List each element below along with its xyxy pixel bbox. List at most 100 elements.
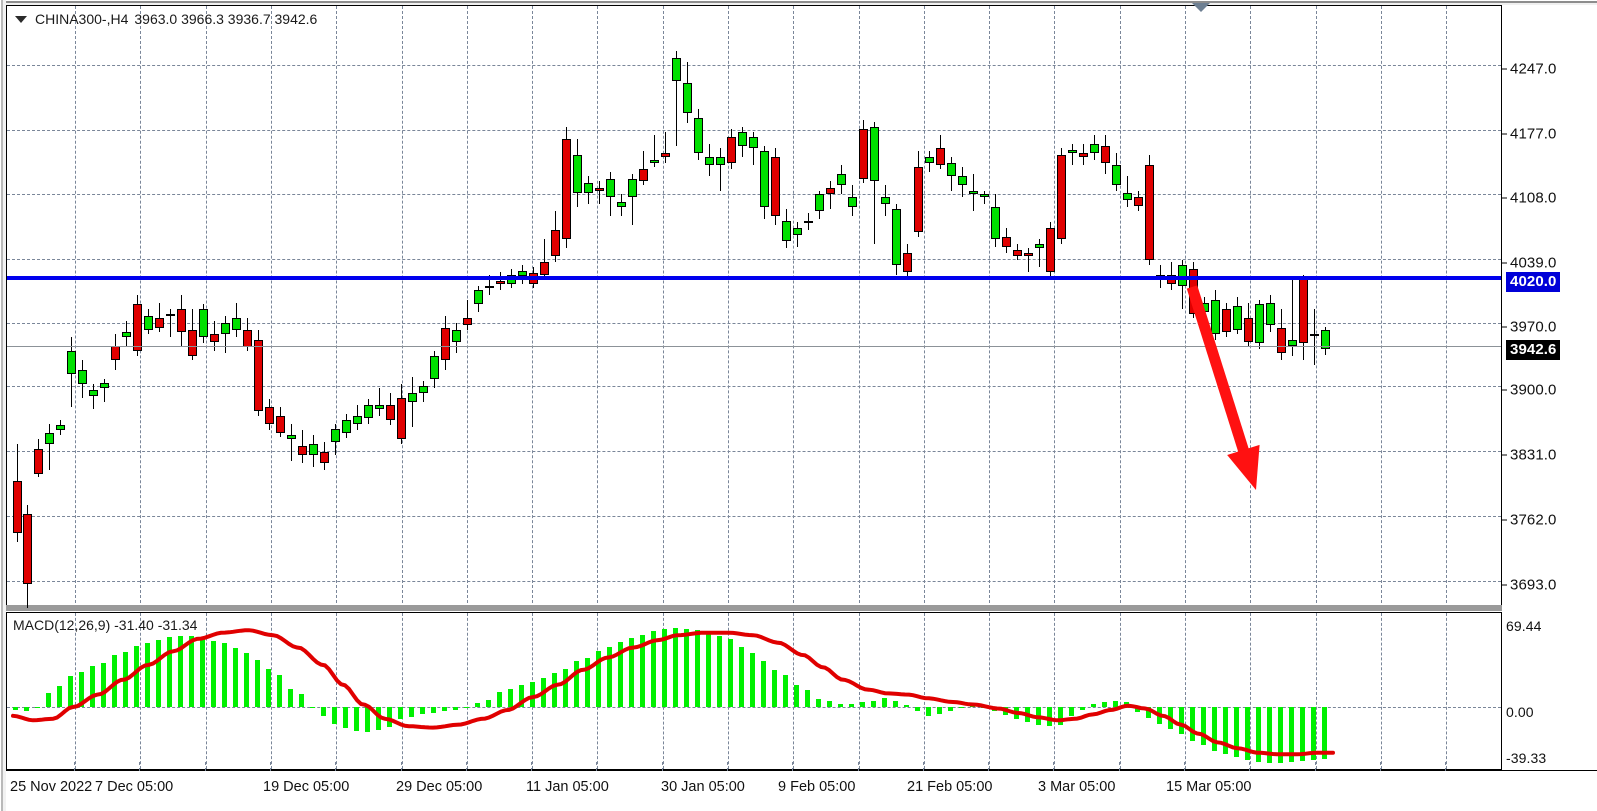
candle-body[interactable] <box>903 253 912 272</box>
candle-body[interactable] <box>727 136 736 163</box>
candle-body[interactable] <box>309 444 318 456</box>
candle-body[interactable] <box>782 220 791 242</box>
candle-body[interactable] <box>1200 302 1209 312</box>
candle-body[interactable] <box>1123 192 1132 201</box>
candle-body[interactable] <box>1233 306 1242 331</box>
chart-object-marker-icon[interactable] <box>1192 3 1210 12</box>
candle-body[interactable] <box>694 118 703 154</box>
candle-body[interactable] <box>463 318 472 325</box>
candle-body[interactable] <box>837 173 846 186</box>
candle-body[interactable] <box>199 309 208 337</box>
candle-body[interactable] <box>408 392 417 403</box>
candle-body[interactable] <box>1266 302 1275 325</box>
candle-body[interactable] <box>672 57 681 81</box>
candle-body[interactable] <box>639 169 648 182</box>
price-chart-pane[interactable]: CHINA300-,H4 3963.0 3966.3 3936.7 3942.6 <box>6 5 1502 609</box>
candle-body[interactable] <box>1299 278 1308 344</box>
current-price-tag[interactable]: 3942.6 <box>1506 340 1561 360</box>
candle-body[interactable] <box>925 157 934 163</box>
candle-body[interactable] <box>177 309 186 333</box>
candle-body[interactable] <box>353 416 362 424</box>
candle-body[interactable] <box>914 166 923 232</box>
time-axis[interactable]: 25 Nov 2022 7 Dec 05:00 19 Dec 05:00 29 Dec… <box>6 762 1597 802</box>
candle-body[interactable] <box>1288 339 1297 347</box>
candle-body[interactable] <box>573 155 582 193</box>
candle-body[interactable] <box>221 323 230 335</box>
candle-body[interactable] <box>1211 299 1220 335</box>
candle-body[interactable] <box>320 451 329 463</box>
candle-body[interactable] <box>892 209 901 266</box>
candle-body[interactable] <box>155 318 164 328</box>
candle-body[interactable] <box>1068 149 1077 154</box>
candle-body[interactable] <box>331 429 340 443</box>
candle-body[interactable] <box>716 157 725 165</box>
candle-body[interactable] <box>122 332 131 337</box>
candle-body[interactable] <box>386 404 395 420</box>
candle-body[interactable] <box>45 432 54 445</box>
candle-body[interactable] <box>540 262 549 275</box>
candle-body[interactable] <box>254 339 263 412</box>
candle-body[interactable] <box>474 290 483 305</box>
candle-body[interactable] <box>375 404 384 409</box>
candle-body[interactable] <box>144 315 153 331</box>
candle-body[interactable] <box>441 327 450 361</box>
candle-body[interactable] <box>562 138 571 240</box>
level-price-tag[interactable]: 4020.0 <box>1506 272 1561 292</box>
candle-body[interactable] <box>1013 250 1022 256</box>
candle-body[interactable] <box>650 160 659 163</box>
candle-body[interactable] <box>617 201 626 207</box>
candle-body[interactable] <box>1035 243 1044 249</box>
candle-body[interactable] <box>1255 304 1264 344</box>
candle-body[interactable] <box>1134 197 1143 206</box>
candle-body[interactable] <box>1101 146 1110 163</box>
candle-body[interactable] <box>265 406 274 424</box>
candle-body[interactable] <box>243 330 252 348</box>
pane-divider[interactable] <box>6 605 1502 611</box>
candle-body[interactable] <box>683 82 692 114</box>
candle-body[interactable] <box>661 153 670 158</box>
candle-body[interactable] <box>815 194 824 212</box>
candle-body[interactable] <box>56 425 65 431</box>
candle-body[interactable] <box>859 129 868 179</box>
candle-body[interactable] <box>34 448 43 474</box>
candle-body[interactable] <box>1277 327 1286 353</box>
candle-body[interactable] <box>78 369 87 384</box>
candle-body[interactable] <box>430 355 439 379</box>
candle-body[interactable] <box>1244 318 1253 342</box>
candle-body[interactable] <box>1321 329 1330 350</box>
candle-body[interactable] <box>287 434 296 440</box>
candle-body[interactable] <box>485 285 494 288</box>
candle-body[interactable] <box>1046 227 1055 272</box>
candle-body[interactable] <box>947 162 956 176</box>
candle-body[interactable] <box>1310 334 1319 337</box>
candle-body[interactable] <box>276 416 285 433</box>
candle-body[interactable] <box>342 419 351 433</box>
candle-body[interactable] <box>705 157 714 165</box>
candle-body[interactable] <box>991 206 1000 240</box>
candle-body[interactable] <box>980 194 989 198</box>
candle-body[interactable] <box>496 281 505 284</box>
candle-body[interactable] <box>936 147 945 165</box>
candle-body[interactable] <box>848 197 857 207</box>
candle-body[interactable] <box>771 157 780 216</box>
candle-body[interactable] <box>1112 164 1121 186</box>
candle-body[interactable] <box>298 445 307 456</box>
price-axis[interactable]: 4247.0 4177.0 4108.0 4039.0 3970.0 3900.0 3831… <box>1502 5 1597 609</box>
candle-body[interactable] <box>826 187 835 195</box>
candle-body[interactable] <box>595 187 604 191</box>
candle-body[interactable] <box>760 150 769 207</box>
candle-body[interactable] <box>804 220 813 223</box>
candle-body[interactable] <box>1057 155 1066 240</box>
candle-body[interactable] <box>23 513 32 584</box>
candlestick-series[interactable] <box>7 6 1501 608</box>
candle-body[interactable] <box>133 304 142 351</box>
candle-body[interactable] <box>166 313 175 316</box>
candle-body[interactable] <box>111 346 120 361</box>
candle-body[interactable] <box>1178 265 1187 286</box>
candle-body[interactable] <box>1145 164 1154 260</box>
candle-body[interactable] <box>793 227 802 235</box>
candle-body[interactable] <box>584 183 593 193</box>
candle-body[interactable] <box>1090 144 1099 154</box>
candle-body[interactable] <box>628 178 637 198</box>
candle-body[interactable] <box>397 397 406 440</box>
